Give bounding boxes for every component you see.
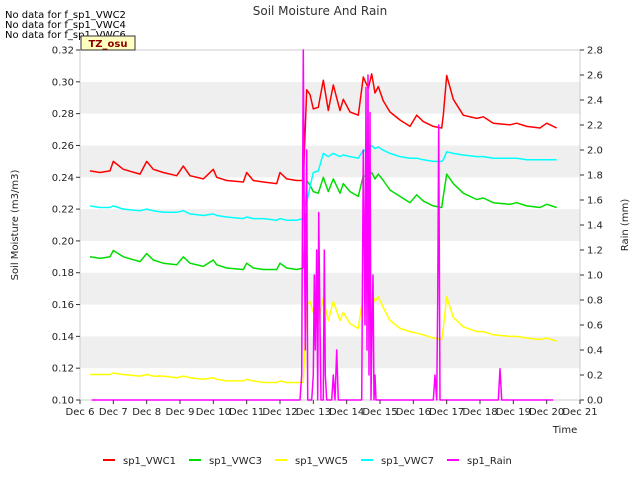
grid-band xyxy=(80,304,580,337)
series-line-sp1_VWC3 xyxy=(89,171,557,271)
x-tick-label: Dec 12 xyxy=(262,407,297,418)
x-tick-label: Dec 10 xyxy=(196,407,231,418)
x-tick-label: Dec 14 xyxy=(329,407,364,418)
y-right-tick-label: 2.4 xyxy=(587,96,603,107)
x-tick-label: Dec 13 xyxy=(296,407,331,418)
grid-band xyxy=(80,113,580,146)
no-data-note-1: No data for f_sp1_VWC2 xyxy=(5,10,126,21)
legend-label-sp1_VWC5: sp1_VWC5 xyxy=(295,456,348,467)
y-axis-left-title: Soil Moisture (m3/m3) xyxy=(10,170,21,281)
y-left-tick-label: 0.22 xyxy=(52,205,74,216)
y-left-tick-label: 0.20 xyxy=(52,236,74,247)
legend: sp1_VWC1 sp1_VWC3 sp1_VWC5 sp1_VWC7 sp1_Rain xyxy=(103,456,512,467)
y-right-tick-label: 0.8 xyxy=(587,296,603,307)
grid-band xyxy=(80,177,580,210)
series-line-sp1_VWC1 xyxy=(89,73,558,185)
grid-band xyxy=(80,336,580,369)
x-tick-label: Dec 16 xyxy=(396,407,431,418)
legend-label-sp1_VWC7: sp1_VWC7 xyxy=(381,456,434,467)
x-tick-label: Dec 15 xyxy=(362,407,397,418)
x-tick-label: Dec 8 xyxy=(132,407,161,418)
timezone-label: TZ_osu xyxy=(88,39,127,50)
y-axis-left: 0.10 0.12 0.14 0.16 0.18 0.20 0.22 0.24 0.26 0.28… xyxy=(52,46,80,407)
no-data-note-2: No data for f_sp1_VWC4 xyxy=(5,20,126,31)
x-tick-label: Dec 17 xyxy=(429,407,464,418)
timezone-box xyxy=(80,35,136,51)
series-line-sp1_Rain xyxy=(91,49,554,401)
x-tick-label: Dec 19 xyxy=(496,407,531,418)
y-left-tick-label: 0.28 xyxy=(52,109,74,120)
chart-title: Soil Moisture And Rain xyxy=(253,4,388,18)
y-right-tick-label: 0.6 xyxy=(587,321,603,332)
x-tick-label: Dec 9 xyxy=(166,407,195,418)
grid-band xyxy=(80,209,580,241)
x-tick-label: Dec 6 xyxy=(66,407,95,418)
y-axis-right: 0.0 0.2 0.4 0.6 0.8 1.0 1.2 1.4 1.6 1.8 2.0 2.2 2.4 2… xyxy=(580,46,603,407)
y-right-tick-label: 1.0 xyxy=(587,271,603,282)
y-right-tick-label: 0.2 xyxy=(587,371,603,382)
x-tick-label: Dec 7 xyxy=(99,407,128,418)
y-left-tick-label: 0.30 xyxy=(52,77,74,88)
y-left-tick-label: 0.32 xyxy=(52,46,74,57)
grid-band xyxy=(80,81,580,114)
y-left-tick-label: 0.16 xyxy=(52,300,74,311)
legend-label-sp1_Rain: sp1_Rain xyxy=(467,456,512,467)
y-left-tick-label: 0.26 xyxy=(52,141,74,152)
y-right-tick-label: 2.8 xyxy=(587,46,603,57)
y-right-tick-label: 1.6 xyxy=(587,196,603,207)
x-tick-label: Dec 21 xyxy=(562,407,597,418)
no-data-note-3: No data for f_sp1_VWC6 xyxy=(5,30,126,41)
y-right-tick-label: 0.4 xyxy=(587,346,603,357)
grid-band xyxy=(80,50,580,82)
y-left-tick-label: 0.10 xyxy=(52,396,74,407)
x-tick-label: Dec 20 xyxy=(529,407,564,418)
y-left-tick-label: 0.24 xyxy=(52,173,74,184)
legend-label-sp1_VWC3: sp1_VWC3 xyxy=(209,456,262,467)
x-tick-label: Dec 11 xyxy=(229,407,264,418)
y-right-tick-label: 2.0 xyxy=(587,146,603,157)
y-axis-right-title: Rain (mm) xyxy=(620,199,631,252)
grid-band xyxy=(80,368,580,400)
y-left-tick-label: 0.14 xyxy=(52,332,74,343)
y-right-tick-label: 1.4 xyxy=(587,221,603,232)
grid-band xyxy=(80,145,580,178)
grid-band xyxy=(80,272,580,305)
grid-band xyxy=(80,240,580,273)
legend-label-sp1_VWC1: sp1_VWC1 xyxy=(123,456,176,467)
series-line-sp1_VWC7 xyxy=(89,144,557,221)
x-tick-label: Dec 18 xyxy=(462,407,497,418)
y-left-tick-label: 0.12 xyxy=(52,364,74,375)
series-layer xyxy=(89,49,558,401)
y-right-tick-label: 2.2 xyxy=(587,121,603,132)
y-right-tick-label: 2.6 xyxy=(587,71,603,82)
series-line-sp1_VWC5 xyxy=(90,292,557,384)
y-right-tick-label: 1.2 xyxy=(587,246,603,257)
y-right-tick-label: 0.0 xyxy=(587,396,603,407)
y-left-tick-label: 0.18 xyxy=(52,268,74,279)
x-axis-title: Time xyxy=(552,425,577,436)
y-right-tick-label: 1.8 xyxy=(587,171,603,182)
